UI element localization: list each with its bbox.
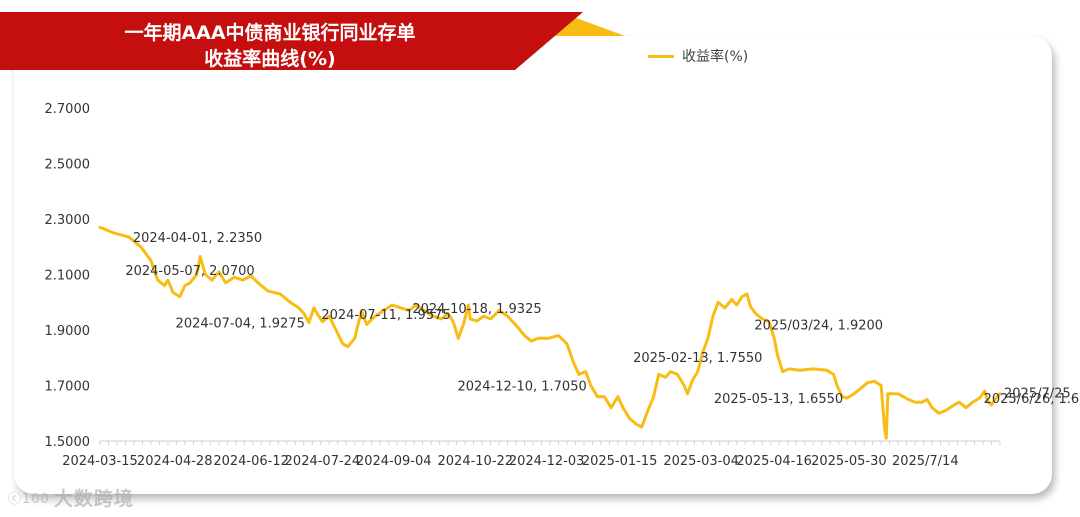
x-tick-label: 2024-10-22 (438, 454, 514, 469)
x-tick-label: 2025-05-30 (811, 454, 887, 469)
data-labels: 2024-04-01, 2.2350 2024-05-07, 2.0700 2024… (125, 231, 1080, 407)
series-layer (98, 225, 1002, 440)
data-label: 2024-07-04, 1.9275 (176, 316, 305, 331)
x-tick-label: 2025-04-16 (736, 454, 812, 469)
title-banner (0, 12, 625, 70)
chart-title: 一年期AAA中债商业银行同业存单 收益率曲线(%) (124, 22, 416, 70)
y-tick-label: 2.5000 (45, 158, 91, 173)
x-tick-label: 2024-03-15 (62, 454, 138, 469)
legend[interactable]: 收益率(%) (648, 46, 748, 66)
x-tick-label: 2025-03-04 (663, 454, 739, 469)
data-label: 2024-05-07, 2.0700 (125, 264, 254, 279)
x-axis: 2024-03-15 2024-04-28 2024-06-122024-07-24… (62, 440, 1001, 469)
x-tick-label: 2024-09-04 (356, 454, 432, 469)
y-tick-label: 2.3000 (45, 213, 91, 228)
data-label: 2024-07-11, 1.9575 (321, 308, 450, 323)
y-axis: 1.5000 1.7000 1.9000 2.1000 2.3000 2.5000 2.70… (45, 102, 91, 450)
x-tick-label: 2025-01-15 (582, 454, 658, 469)
chart-card (14, 36, 1052, 494)
y-tick-label: 1.5000 (45, 435, 91, 450)
legend-label: 收益率(%) (682, 49, 749, 65)
y-tick-label: 2.1000 (45, 269, 91, 284)
banner-red (0, 12, 583, 70)
watermark-text: 大数跨境 (53, 488, 134, 510)
data-label: 2025/6/26, 1.6550 (984, 392, 1080, 407)
x-tick-label: 2024-07-24 (285, 454, 361, 469)
data-label: 2024-10-18, 1.9325 (412, 302, 541, 317)
data-label: 2024-04-01, 2.2350 (133, 231, 262, 246)
y-tick-label: 1.9000 (45, 324, 91, 339)
x-tick-label: 2024-04-28 (137, 454, 213, 469)
y-tick-label: 1.7000 (45, 380, 91, 395)
watermark-logo: ⓒ100 (8, 492, 50, 507)
data-label: 2025-02-13, 1.7550 (633, 351, 762, 366)
data-label: 2024-12-10, 1.7050 (457, 380, 586, 395)
x-tick-label: 2025/7/14 (892, 454, 959, 469)
x-tick-label: 2024-12-03 (509, 454, 585, 469)
data-label: 2025-05-13, 1.6550 (714, 392, 843, 407)
series-line (98, 225, 1002, 440)
watermark: ⓒ100 大数跨境 (8, 484, 134, 511)
x-tick-label: 2024-06-12 (213, 454, 289, 469)
legend-swatch (648, 54, 674, 58)
data-label: 2025/03/24, 1.9200 (754, 318, 883, 333)
data-label: 2025/7/25, 1.6750 (1004, 386, 1080, 401)
y-tick-label: 2.7000 (45, 102, 91, 117)
